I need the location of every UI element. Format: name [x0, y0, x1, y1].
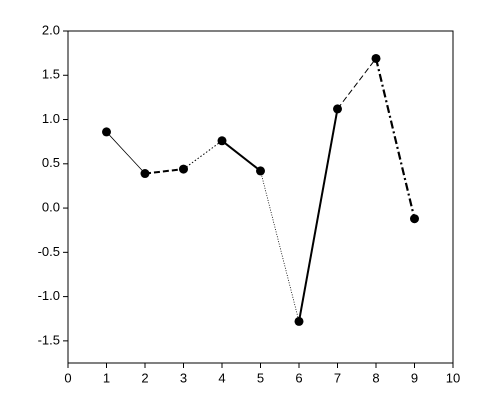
line-segment: [183, 140, 223, 170]
x-tick-label: 6: [295, 370, 302, 385]
marker: [217, 136, 227, 146]
y-tick-label: -1.5: [38, 332, 60, 347]
marker: [140, 169, 150, 179]
line-segment: [374, 58, 416, 219]
marker: [371, 53, 381, 63]
marker: [333, 104, 342, 114]
marker: [294, 316, 304, 326]
line-segment: [144, 168, 184, 175]
line-segment: [298, 108, 339, 322]
x-tick-label: 9: [411, 370, 418, 385]
y-tick-label: 1.0: [42, 111, 60, 126]
x-tick-label: 1: [103, 370, 110, 385]
y-tick-label: -1.0: [38, 288, 60, 303]
marker: [102, 127, 111, 137]
x-tick-label: 5: [257, 370, 264, 385]
line-segment: [221, 139, 262, 172]
x-tick-label: 10: [446, 370, 460, 385]
plot-frame: [67, 30, 454, 364]
marker: [256, 166, 265, 176]
x-tick-label: 8: [372, 370, 379, 385]
y-tick-label: 0.5: [42, 155, 60, 170]
line-segment: [337, 58, 377, 110]
line-segment: [106, 131, 146, 174]
y-tick-label: 0.0: [42, 200, 60, 215]
x-tick-label: 4: [218, 370, 225, 385]
x-tick-label: 7: [334, 370, 341, 385]
marker: [410, 214, 419, 224]
y-tick-label: 1.5: [42, 67, 60, 82]
x-tick-label: 0: [64, 370, 71, 385]
line-segment: [260, 170, 300, 322]
x-tick-label: 2: [141, 370, 148, 385]
y-tick-label: 2.0: [42, 22, 60, 37]
y-tick-label: -0.5: [38, 244, 60, 259]
marker: [179, 164, 188, 174]
x-tick-label: 3: [180, 370, 187, 385]
